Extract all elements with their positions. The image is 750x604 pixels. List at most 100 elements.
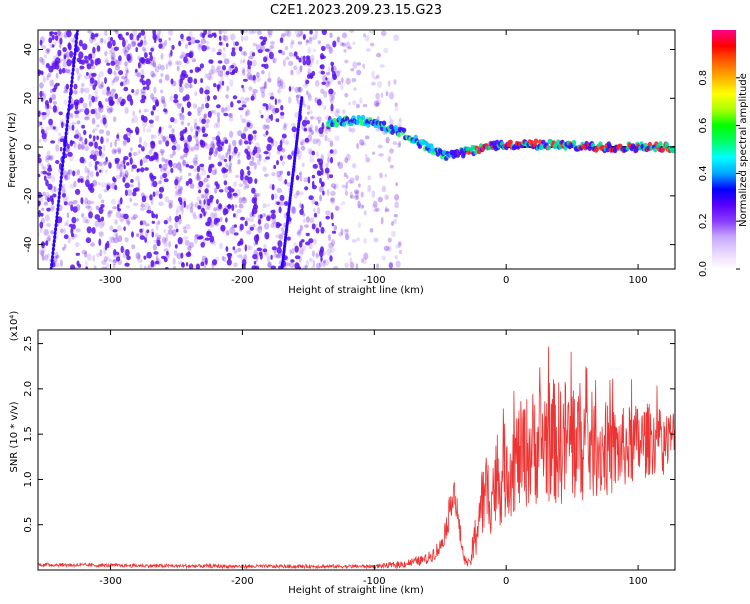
spectrogram-noise-point [271, 246, 277, 251]
spectrogram-noise-point [216, 104, 221, 109]
spectrogram-noise-point [311, 250, 315, 257]
spectrogram-noise-point [79, 136, 84, 142]
spectrogram-noise-point [45, 155, 51, 161]
spectrogram-noise-point [190, 36, 196, 45]
spectrogram-noise-point [174, 178, 179, 186]
spectrogram-noise-point [253, 260, 257, 265]
spectrogram-noise-point [126, 53, 131, 62]
spectrogram-noise-point [85, 237, 92, 244]
spectrogram-noise-point [216, 84, 221, 90]
spectrogram-noise-point [158, 193, 163, 199]
colorbar-tick-label: 0.0 [698, 261, 709, 277]
spectrogram-noise-point [286, 182, 291, 187]
spectrogram-noise-point [216, 65, 222, 71]
spectrogram-noise-point [306, 105, 311, 111]
spectrogram-noise-point [259, 109, 262, 115]
spectrogram-noise-point [355, 175, 359, 181]
spectrogram-noise-point [123, 157, 126, 165]
spectrogram-noise-point [145, 60, 151, 65]
spectrogram-noise-point [246, 68, 252, 73]
spectrogram-noise-point [85, 266, 89, 269]
spectrogram-noise-point [137, 55, 141, 61]
spectrogram-noise-point [201, 118, 207, 125]
spectrogram-noise-point [205, 257, 208, 266]
spectrogram-noise-point [206, 198, 211, 206]
spectrogram-noise-point [99, 169, 102, 173]
spectrogram-noise-point [52, 193, 57, 198]
spectrogram-noise-point [228, 167, 232, 174]
spectrogram-noise-point [195, 174, 201, 181]
spectrogram-noise-point [331, 222, 335, 227]
spectrogram-noise-point [237, 130, 243, 137]
spectrogram-noise-point [114, 93, 119, 100]
spectrogram-noise-point [244, 111, 248, 117]
spectrogram-noise-point [354, 195, 360, 201]
spectrogram-noise-point [38, 157, 42, 164]
spectrogram-noise-point [280, 138, 285, 144]
spectrogram-noise-point [232, 62, 236, 68]
colorbar: 0.00.20.40.60.8 Normalized spectral ampl… [698, 30, 749, 277]
spectrogram-noise-point [135, 175, 141, 182]
signal-track-point [332, 117, 337, 124]
spectrogram-noise-point [109, 141, 113, 148]
spectrogram-noise-point [324, 167, 330, 174]
spectrogram-noise-point [306, 120, 310, 125]
spectrogram-noise-point [126, 189, 133, 197]
spectrogram-noise-point [375, 102, 380, 107]
spectrogram-noise-point [226, 252, 233, 257]
spectrogram-noise-point [223, 30, 228, 35]
spectrogram-noise-point [296, 69, 301, 75]
spectrogram-noise-point [243, 128, 247, 137]
spectrogram-noise-point [206, 230, 211, 235]
spectrogram-noise-point [344, 233, 350, 241]
spectrogram-noise-point [104, 58, 109, 65]
spectrogram-noise-point [207, 229, 211, 234]
spectrogram-noise-point [264, 222, 270, 230]
spectrogram-noise-point [199, 87, 204, 95]
spectrogram-noise-point [280, 78, 283, 87]
spectrogram-noise-point [60, 228, 64, 234]
spectrogram-noise-point [187, 251, 191, 256]
spectrogram-noise-point [233, 262, 238, 268]
spectrogram-noise-point [391, 221, 394, 227]
spectrogram-noise-point [176, 162, 182, 170]
spectrogram-noise-point [50, 140, 56, 144]
spectrogram-noise-point [294, 262, 300, 269]
spectrogram-noise-point [140, 39, 144, 46]
spectrogram-noise-point [188, 31, 193, 39]
spectrogram-noise-point [218, 189, 224, 193]
spectrogram-noise-point [135, 89, 140, 94]
spectrogram-noise-point [301, 162, 305, 167]
spectrogram-streak-point [73, 51, 77, 57]
spectrogram-noise-point [345, 41, 351, 49]
spectrogram-noise-point [271, 91, 274, 98]
spectrogram-noise-point [120, 81, 124, 87]
spectrogram-noise-point [197, 205, 202, 210]
spectrogram-noise-point [132, 110, 135, 117]
signal-track-point [538, 139, 543, 145]
spectrogram-noise-point [161, 236, 167, 244]
spectrogram-noise-point [89, 183, 94, 188]
spectrogram-noise-point [188, 172, 192, 177]
spectrogram-noise-point [140, 57, 146, 64]
spectrogram-noise-point [229, 130, 234, 138]
spectrogram-noise-point [82, 87, 86, 93]
spectrogram-noise-point [278, 98, 282, 106]
spectrogram-noise-point [188, 178, 193, 185]
spectrogram-noise-point [65, 51, 71, 58]
spectrogram-noise-point [263, 151, 269, 155]
spectrogram-noise-point [102, 121, 106, 126]
spectrogram-streak-point [75, 35, 79, 41]
spectrogram-noise-point [294, 86, 300, 93]
spectrogram-noise-point [273, 254, 279, 258]
spectrogram-noise-point [179, 175, 183, 181]
spectrogram-noise-point [98, 193, 102, 200]
spectrogram-noise-point [155, 102, 159, 107]
spectrogram-noise-point [179, 186, 183, 193]
spectrogram-noise-point [110, 52, 116, 61]
spectrogram-noise-point [311, 174, 316, 179]
spectrogram-noise-point [208, 151, 212, 156]
spectrogram-noise-point [208, 75, 214, 81]
spectrogram-noise-point [163, 248, 169, 252]
spectrogram-noise-point [55, 160, 60, 164]
